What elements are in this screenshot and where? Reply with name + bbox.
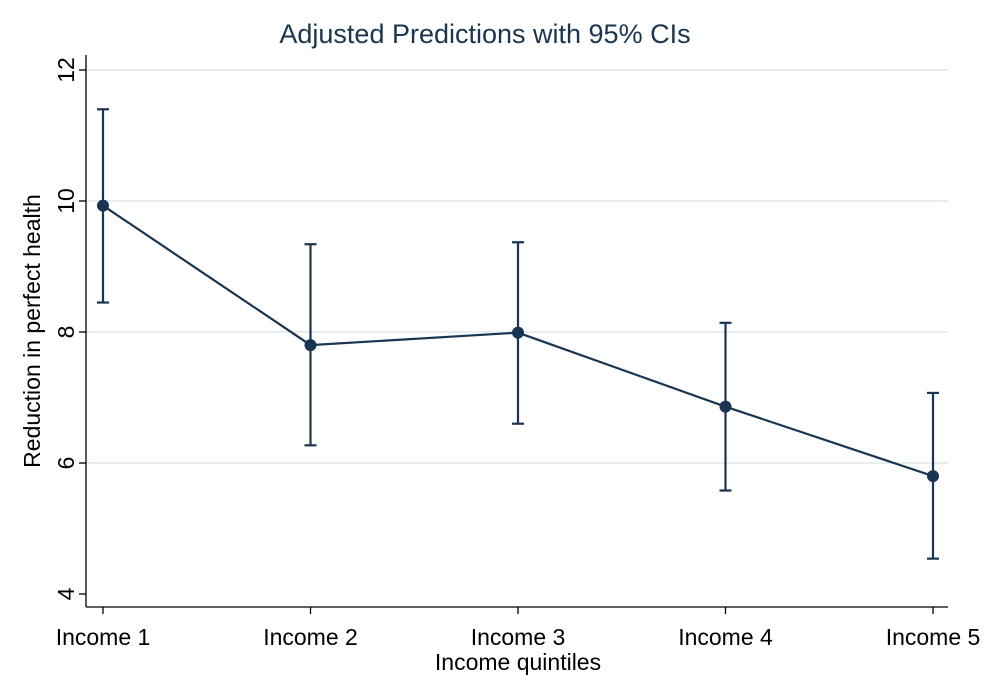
x-tick-label: Income 1 xyxy=(56,624,151,650)
x-axis-ticks: Income 1 Income 2 Income 3 Income 4 Income 5 xyxy=(56,607,981,650)
data-point xyxy=(512,326,524,339)
y-tick-label: 10 xyxy=(53,188,79,214)
data-points xyxy=(97,199,939,483)
y-axis-ticks: 4 6 8 10 12 xyxy=(53,57,86,600)
y-tick-label: 12 xyxy=(53,57,79,83)
x-axis-label: Income quintiles xyxy=(435,649,601,675)
data-point xyxy=(97,199,109,212)
x-tick-label: Income 3 xyxy=(471,624,566,650)
x-tick-label: Income 4 xyxy=(678,624,773,650)
y-tick-label: 4 xyxy=(53,587,79,600)
chart-title: Adjusted Predictions with 95% CIs xyxy=(279,19,690,49)
y-tick-label: 8 xyxy=(53,326,79,339)
data-point xyxy=(927,470,939,483)
data-point xyxy=(304,339,317,352)
y-axis-label: Reduction in perfect health xyxy=(19,194,45,468)
x-tick-label: Income 5 xyxy=(886,624,981,650)
grid-lines xyxy=(86,69,948,464)
y-tick-label: 6 xyxy=(53,457,79,470)
data-point xyxy=(719,400,732,413)
x-tick-label: Income 2 xyxy=(263,624,358,650)
